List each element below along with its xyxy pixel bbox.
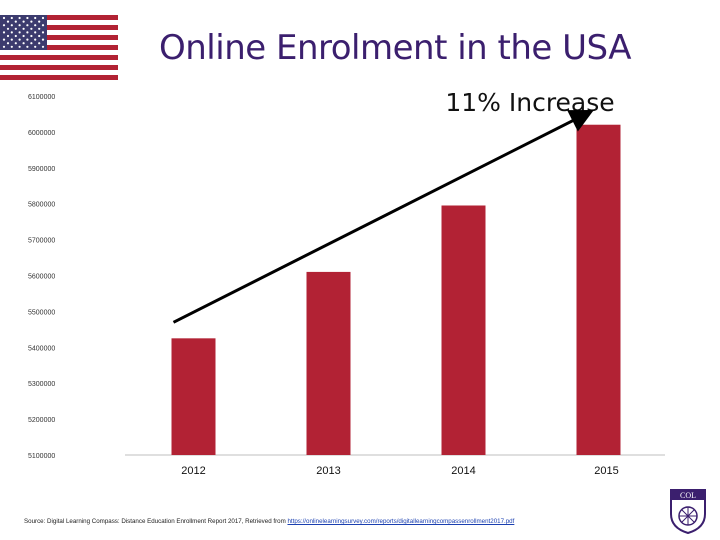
flag-star xyxy=(18,16,21,20)
flag-stripe xyxy=(0,60,118,66)
flag-star xyxy=(26,45,29,48)
flag-star xyxy=(38,34,41,38)
flag-star xyxy=(22,42,25,45)
x-tick-label: 2014 xyxy=(451,465,475,477)
y-tick-label: 6100000 xyxy=(28,94,55,101)
source-link[interactable]: https://onlinelearningsurvey.com/reports… xyxy=(287,518,515,525)
flag-star xyxy=(30,27,33,30)
flag-star xyxy=(34,45,37,48)
flag-star xyxy=(6,27,10,30)
flag-stripe xyxy=(0,35,118,41)
bar-2013 xyxy=(306,271,351,455)
flag-stripe xyxy=(0,40,118,46)
flag-star xyxy=(41,31,45,34)
flag-star xyxy=(34,24,37,27)
bar-2014 xyxy=(441,205,486,455)
flag-star xyxy=(6,20,10,23)
flag-star xyxy=(41,16,45,20)
flag-star xyxy=(10,16,13,20)
logo-text: COL xyxy=(680,491,696,500)
flag-star xyxy=(10,38,13,41)
flag-star xyxy=(41,24,45,27)
flag-star xyxy=(30,42,33,45)
flag-star xyxy=(22,20,25,23)
y-tick-label: 5800000 xyxy=(28,202,55,209)
flag-star xyxy=(30,34,33,38)
flag-star xyxy=(34,31,37,34)
flag-star xyxy=(34,16,37,20)
bar-2012 xyxy=(171,338,216,455)
flag-star xyxy=(10,31,13,34)
flag-star xyxy=(38,20,41,23)
flag-star xyxy=(22,34,25,38)
flag-stripe xyxy=(0,70,118,76)
flag-stripe xyxy=(0,45,118,51)
flag-star xyxy=(26,24,29,27)
source-text: Source: Digital Learning Compass: Distan… xyxy=(24,518,288,525)
y-tick-label: 5900000 xyxy=(28,166,55,173)
flag-star xyxy=(14,34,17,38)
flag-star xyxy=(2,38,6,41)
flag-star xyxy=(18,45,21,48)
bar-2015 xyxy=(576,124,621,455)
flag-stripe xyxy=(0,15,118,21)
flag-star xyxy=(41,38,45,41)
source-citation: Source: Digital Learning Compass: Distan… xyxy=(24,518,664,525)
flag-star xyxy=(38,27,41,30)
flag-star xyxy=(18,24,21,27)
y-tick-label: 6000000 xyxy=(28,130,55,137)
x-tick-label: 2015 xyxy=(594,465,618,477)
y-tick-label: 5700000 xyxy=(28,238,55,245)
flag-stripe xyxy=(0,65,118,71)
col-logo-icon: COL xyxy=(670,489,706,534)
flag-stripe xyxy=(0,25,118,31)
flag-star xyxy=(41,45,45,48)
flag-star xyxy=(2,45,6,48)
usa-flag-icon xyxy=(0,15,118,80)
flag-star xyxy=(2,16,6,20)
flag-star xyxy=(34,38,37,41)
flag-stripe xyxy=(0,75,118,80)
y-tick-label: 5400000 xyxy=(28,345,55,352)
y-tick-label: 5300000 xyxy=(28,381,55,388)
flag-star xyxy=(38,42,41,45)
flag-stripe xyxy=(0,20,118,26)
x-tick-label: 2013 xyxy=(316,465,340,477)
flag-star xyxy=(2,24,6,27)
flag-star xyxy=(6,42,10,45)
flag-stripe xyxy=(0,50,118,56)
flag-stripe xyxy=(0,30,118,36)
flag-star xyxy=(14,20,17,23)
y-tick-label: 5200000 xyxy=(28,417,55,424)
flag-star xyxy=(18,31,21,34)
flag-star xyxy=(26,31,29,34)
flag-star xyxy=(22,27,25,30)
flag-star xyxy=(18,38,21,41)
flag-star xyxy=(26,38,29,41)
y-tick-label: 5500000 xyxy=(28,309,55,316)
flag-star xyxy=(26,16,29,20)
y-tick-label: 5600000 xyxy=(28,274,55,281)
flag-star xyxy=(10,24,13,27)
flag-star xyxy=(10,45,13,48)
flag-star xyxy=(6,34,10,38)
flag-star xyxy=(14,42,17,45)
x-tick-label: 2012 xyxy=(181,465,205,477)
flag-stripe xyxy=(0,55,118,61)
trend-arrow xyxy=(172,110,594,324)
flag-star xyxy=(2,31,6,34)
flag-star xyxy=(14,27,17,30)
slide-title: Online Enrolment in the USA xyxy=(159,28,631,68)
y-tick-label: 5100000 xyxy=(28,453,55,460)
flag-star xyxy=(30,20,33,23)
